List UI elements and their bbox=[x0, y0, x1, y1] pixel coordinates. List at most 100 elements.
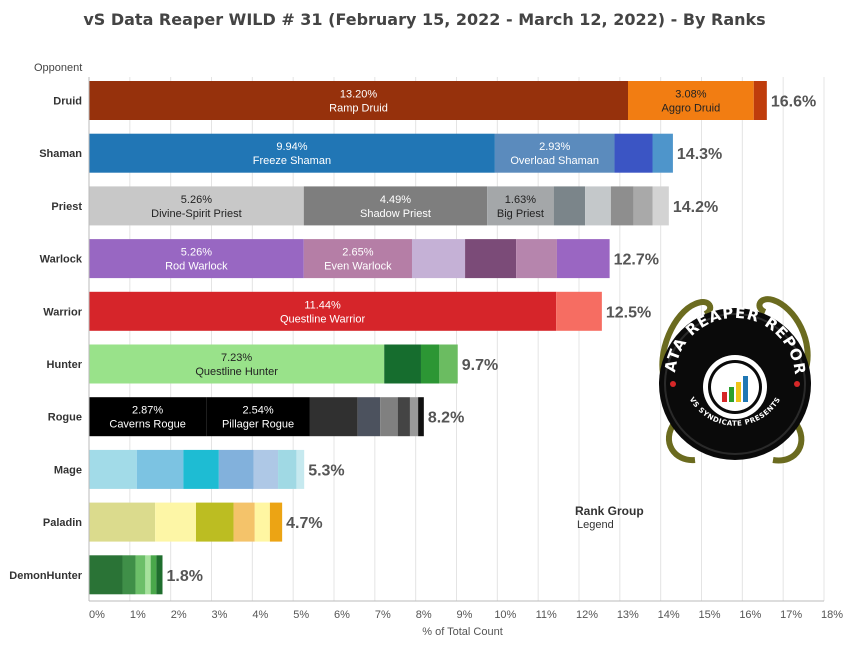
bar-segment[interactable] bbox=[89, 397, 207, 437]
bar-segment[interactable] bbox=[183, 449, 219, 489]
bar-segment[interactable] bbox=[89, 81, 628, 120]
bar-row: 7.23% Questline Hunter 9.7% bbox=[89, 344, 498, 384]
legend-title: Rank Group bbox=[575, 504, 644, 518]
bar-segment[interactable] bbox=[652, 133, 673, 173]
bar-segment[interactable] bbox=[303, 239, 412, 279]
segment-value-label: 2.65% bbox=[342, 247, 373, 259]
bar-segment[interactable] bbox=[652, 186, 669, 226]
x-tick-label: 11% bbox=[536, 609, 557, 621]
total-label: 5.3% bbox=[308, 462, 344, 479]
segment-deck-label: Ramp Druid bbox=[329, 103, 388, 115]
bar-segment[interactable] bbox=[89, 291, 557, 331]
bar-segment[interactable] bbox=[628, 81, 754, 120]
bar-segment[interactable] bbox=[380, 397, 398, 437]
bar-segment[interactable] bbox=[253, 449, 279, 489]
bar-segment[interactable] bbox=[122, 555, 136, 595]
bar-segment[interactable] bbox=[296, 449, 305, 489]
bar-segment[interactable] bbox=[610, 186, 634, 226]
bar-segment[interactable] bbox=[89, 449, 137, 489]
bar-segment[interactable] bbox=[195, 502, 234, 542]
bar-segment[interactable] bbox=[614, 133, 653, 173]
x-tick-label: 2% bbox=[171, 609, 187, 621]
bar-row: 4.7% bbox=[89, 502, 323, 542]
segment-deck-label: Overload Shaman bbox=[510, 155, 599, 167]
bar-segment[interactable] bbox=[155, 502, 196, 542]
bar-segment[interactable] bbox=[487, 186, 554, 226]
bar-segment[interactable] bbox=[135, 555, 146, 595]
segment-value-label: 5.26% bbox=[181, 247, 212, 259]
segment-deck-label: Aggro Druid bbox=[662, 103, 721, 115]
bar-segment[interactable] bbox=[89, 133, 495, 173]
bar-segment[interactable] bbox=[397, 397, 410, 437]
bar-segment[interactable] bbox=[418, 397, 424, 437]
bar-segment[interactable] bbox=[516, 239, 557, 279]
bar-row: 1.8% bbox=[89, 555, 203, 595]
bar-segment[interactable] bbox=[278, 449, 297, 489]
bar-segment[interactable] bbox=[309, 397, 358, 437]
category-label: Druid bbox=[53, 96, 82, 108]
bar-row: 9.94% Freeze Shaman 2.93% Overload Shaman 14… bbox=[89, 133, 722, 173]
category-label: Hunter bbox=[47, 359, 83, 371]
total-label: 8.2% bbox=[428, 410, 464, 427]
segment-deck-label: Divine-Spirit Priest bbox=[151, 208, 241, 220]
bar-segment[interactable] bbox=[585, 186, 611, 226]
bar-segment[interactable] bbox=[233, 502, 255, 542]
bar-segment[interactable] bbox=[303, 186, 488, 226]
x-tick-label: 7% bbox=[375, 609, 391, 621]
bar-segment[interactable] bbox=[494, 133, 615, 173]
bar-segment[interactable] bbox=[269, 502, 283, 542]
bar-segment[interactable] bbox=[206, 397, 310, 437]
category-label: Warlock bbox=[40, 254, 83, 266]
category-label: Priest bbox=[51, 201, 82, 213]
bar-row: 5.26% Divine-Spirit Priest 4.49% Shadow Pri… bbox=[89, 186, 718, 226]
segment-value-label: 7.23% bbox=[221, 352, 252, 364]
segment-deck-label: Questline Hunter bbox=[195, 366, 278, 378]
segment-value-label: 5.26% bbox=[181, 194, 212, 206]
bar-segment[interactable] bbox=[753, 81, 767, 120]
segment-deck-label: Big Priest bbox=[497, 208, 544, 220]
bar-segment[interactable] bbox=[89, 555, 123, 595]
bar-row: 11.44% Questline Warrior 12.5% bbox=[89, 291, 651, 331]
bar-segment[interactable] bbox=[556, 239, 610, 279]
bar-segment[interactable] bbox=[89, 186, 304, 226]
x-tick-label: 4% bbox=[252, 609, 268, 621]
bar-segment[interactable] bbox=[384, 344, 421, 384]
x-tick-label: 0% bbox=[89, 609, 105, 621]
segment-deck-label: Freeze Shaman bbox=[253, 155, 331, 167]
bar-row: 5.26% Rod Warlock 2.65% Even Warlock 12.7% bbox=[89, 239, 659, 279]
bar-segment[interactable] bbox=[136, 449, 184, 489]
bar-segment[interactable] bbox=[420, 344, 440, 384]
chart-title: vS Data Reaper WILD # 31 (February 15, 2… bbox=[83, 10, 766, 29]
bar-segment[interactable] bbox=[465, 239, 517, 279]
x-tick-label: 8% bbox=[416, 609, 432, 621]
total-label: 14.2% bbox=[673, 199, 718, 216]
x-tick-label: 16% bbox=[739, 609, 761, 621]
segment-deck-label: Even Warlock bbox=[324, 261, 392, 273]
bar-segment[interactable] bbox=[89, 502, 156, 542]
x-tick-label: 17% bbox=[780, 609, 802, 621]
bars: 13.20% Ramp Druid 3.08% Aggro Druid 16.6% 9.9… bbox=[89, 81, 816, 595]
bar-segment[interactable] bbox=[156, 555, 163, 595]
bar-row: 2.87% Caverns Rogue 2.54% Pillager Rogue 8.2… bbox=[89, 397, 464, 437]
bar-segment[interactable] bbox=[556, 291, 602, 331]
total-label: 9.7% bbox=[462, 357, 498, 374]
bar-segment[interactable] bbox=[439, 344, 458, 384]
bar-segment[interactable] bbox=[254, 502, 270, 542]
bar-segment[interactable] bbox=[218, 449, 254, 489]
category-label: DemonHunter bbox=[9, 570, 82, 582]
bar-segment[interactable] bbox=[89, 344, 385, 384]
category-label: Rogue bbox=[48, 412, 82, 424]
segment-value-label: 9.94% bbox=[276, 141, 307, 153]
total-label: 14.3% bbox=[677, 146, 722, 163]
segment-value-label: 13.20% bbox=[340, 89, 378, 101]
bar-segment[interactable] bbox=[411, 239, 466, 279]
bar-segment[interactable] bbox=[145, 555, 151, 595]
bar-segment[interactable] bbox=[633, 186, 653, 226]
bar-segment[interactable] bbox=[150, 555, 157, 595]
bar-segment[interactable] bbox=[357, 397, 381, 437]
legend[interactable]: Rank Group Legend bbox=[575, 504, 644, 531]
segment-value-label: 1.63% bbox=[505, 194, 536, 206]
bar-segment[interactable] bbox=[89, 239, 304, 279]
bar-segment[interactable] bbox=[409, 397, 419, 437]
bar-segment[interactable] bbox=[553, 186, 586, 226]
